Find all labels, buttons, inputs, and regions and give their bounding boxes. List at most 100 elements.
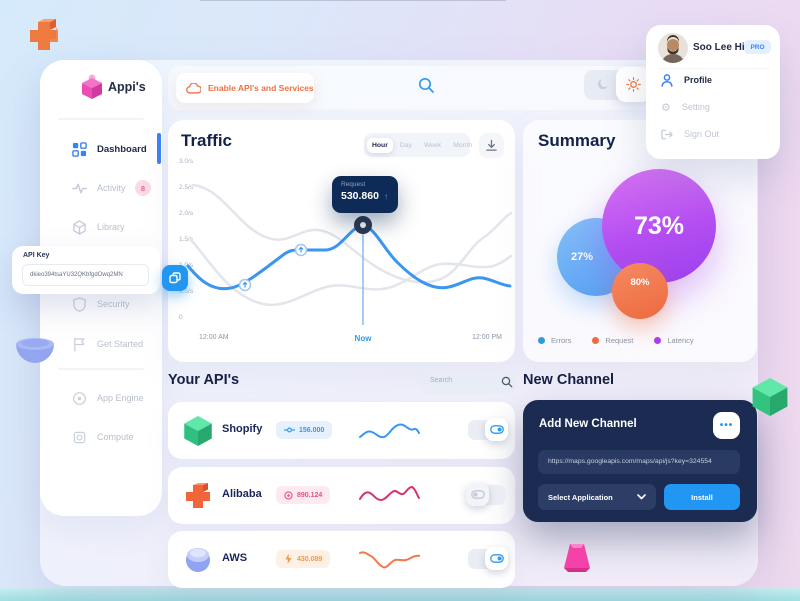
theme-knob-light[interactable]	[616, 67, 651, 102]
latency-bubble[interactable]: 73%	[602, 169, 716, 283]
sidebar-item-compute[interactable]: Compute	[72, 428, 158, 446]
sidebar-item-security[interactable]: Security	[72, 295, 158, 313]
chevron-down-icon	[637, 494, 646, 500]
copy-icon	[169, 272, 181, 284]
menu-item-setting[interactable]: ⚙ Setting	[661, 99, 771, 115]
traffic-title: Traffic	[181, 131, 233, 150]
shopify-cube-icon	[184, 416, 212, 446]
api-value-badge: 430.089	[276, 550, 331, 568]
y-tick: 0.5/s	[179, 288, 194, 295]
install-button[interactable]: Install	[664, 484, 740, 510]
gridline	[200, 0, 506, 1]
y-tick: 3.0/s	[179, 158, 194, 165]
legend-item-errors: Errors	[538, 336, 571, 345]
menu-item-label: Profile	[684, 75, 713, 85]
api-row-alibaba[interactable]	[168, 467, 515, 524]
sun-icon	[626, 77, 641, 92]
api-key-input[interactable]: dkieo394tsaYU32QKbfgdOwq2MN	[22, 264, 149, 286]
channel-url-input[interactable]: https://maps.googleapis.com/maps/api/js?…	[538, 450, 740, 474]
sidebar-item-label: Library	[97, 222, 125, 232]
legend-dot	[654, 337, 662, 344]
tooltip-label: Request	[341, 181, 366, 188]
api-name: Shopify	[222, 423, 263, 435]
traffic-range-tabs: Hour Day Week Month	[364, 133, 472, 157]
copy-api-key-button[interactable]	[162, 265, 188, 291]
y-tick: 2.5/s	[179, 184, 194, 191]
api-name: Alibaba	[222, 488, 262, 500]
sidebar-item-label: Get Started	[97, 339, 144, 349]
search-icon	[501, 376, 513, 388]
y-tick: 1.0/s	[179, 262, 194, 269]
sign-out-icon	[661, 129, 673, 139]
avatar[interactable]	[658, 33, 688, 63]
tab-hour[interactable]: Hour	[367, 137, 393, 153]
bottom-accent-strip	[0, 588, 800, 601]
more-options-button[interactable]: •••	[713, 412, 740, 439]
your-apis-title: Your API's	[168, 372, 240, 388]
api-row-aws[interactable]	[168, 531, 515, 588]
alibaba-cross-icon	[186, 483, 210, 508]
select-application-label: Select Application	[548, 492, 613, 502]
security-shield-icon	[73, 296, 86, 312]
traffic-line-chart[interactable]	[183, 158, 513, 328]
sidebar-item-label: Dashboard	[97, 143, 147, 155]
sidebar-item-label: App Engine	[97, 393, 144, 403]
legend-label: Errors	[551, 336, 572, 345]
menu-item-profile[interactable]: Profile	[661, 72, 771, 88]
tooltip-value: 530.860	[341, 190, 379, 202]
deco-orange-cross-3d	[30, 19, 58, 50]
apis-search-placeholder: Search	[430, 377, 453, 384]
api-value: 156.000	[299, 426, 325, 434]
toggle-on-icon	[489, 425, 504, 434]
x-tick: 12:00 PM	[472, 334, 502, 341]
sidebar-item-activity[interactable]: Activity	[72, 179, 158, 197]
profile-name: Soo Lee Hin	[693, 42, 751, 53]
summary-title: Summary	[538, 131, 616, 150]
tab-month[interactable]: Month	[453, 141, 473, 149]
download-button[interactable]	[479, 133, 504, 158]
point-marker	[294, 243, 308, 257]
commit-icon	[284, 427, 295, 433]
alibaba-toggle[interactable]	[466, 483, 506, 506]
x-tick-now[interactable]: Now	[354, 334, 372, 343]
menu-item-label: Sign Out	[684, 129, 720, 139]
sidebar-item-dashboard[interactable]: Dashboard	[72, 140, 158, 158]
gridline	[200, 0, 506, 1]
gridline	[200, 0, 506, 1]
legend-item-latency: Latency	[654, 336, 694, 345]
alibaba-sparkline	[359, 485, 420, 502]
enable-apis-button[interactable]: Enable API's and Services	[176, 73, 314, 103]
api-name: AWS	[222, 552, 248, 564]
aws-toggle[interactable]	[468, 547, 508, 570]
request-bubble[interactable]: 80%	[612, 263, 668, 319]
toggle-off-icon	[470, 490, 485, 499]
sidebar-divider	[58, 368, 144, 370]
y-tick: 0	[179, 314, 183, 321]
gridline	[200, 0, 506, 1]
api-value: 890.124	[297, 491, 323, 499]
sidebar-item-label: Activity	[97, 183, 126, 193]
active-item-indicator	[157, 133, 161, 164]
sidebar-item-get-started[interactable]: Get Started	[72, 335, 158, 353]
sidebar-item-label: Security	[97, 299, 130, 309]
tab-week[interactable]: Week	[423, 141, 442, 149]
menu-item-label: Setting	[681, 102, 710, 112]
sidebar-item-library[interactable]: Library	[72, 218, 158, 236]
apis-search-input[interactable]	[420, 371, 516, 393]
tab-day[interactable]: Day	[399, 141, 412, 149]
menu-item-sign-out[interactable]: Sign Out	[661, 126, 771, 142]
deco-green-cube-3d	[752, 378, 788, 416]
api-value: 430.089	[297, 555, 323, 563]
api-value-badge: 890.124	[276, 486, 331, 504]
add-new-channel-heading: Add New Channel	[539, 418, 637, 430]
search-icon[interactable]	[418, 77, 435, 94]
y-tick: 2.0/s	[179, 210, 194, 217]
api-value-badge: 156.000	[276, 421, 333, 439]
toggle-knob	[485, 547, 508, 570]
api-row-shopify[interactable]	[168, 402, 515, 459]
pro-badge: PRO	[744, 40, 771, 54]
select-application-dropdown[interactable]: Select Application	[538, 484, 656, 510]
sidebar-item-app-engine[interactable]: App Engine	[72, 389, 158, 407]
shopify-toggle[interactable]	[468, 418, 508, 441]
